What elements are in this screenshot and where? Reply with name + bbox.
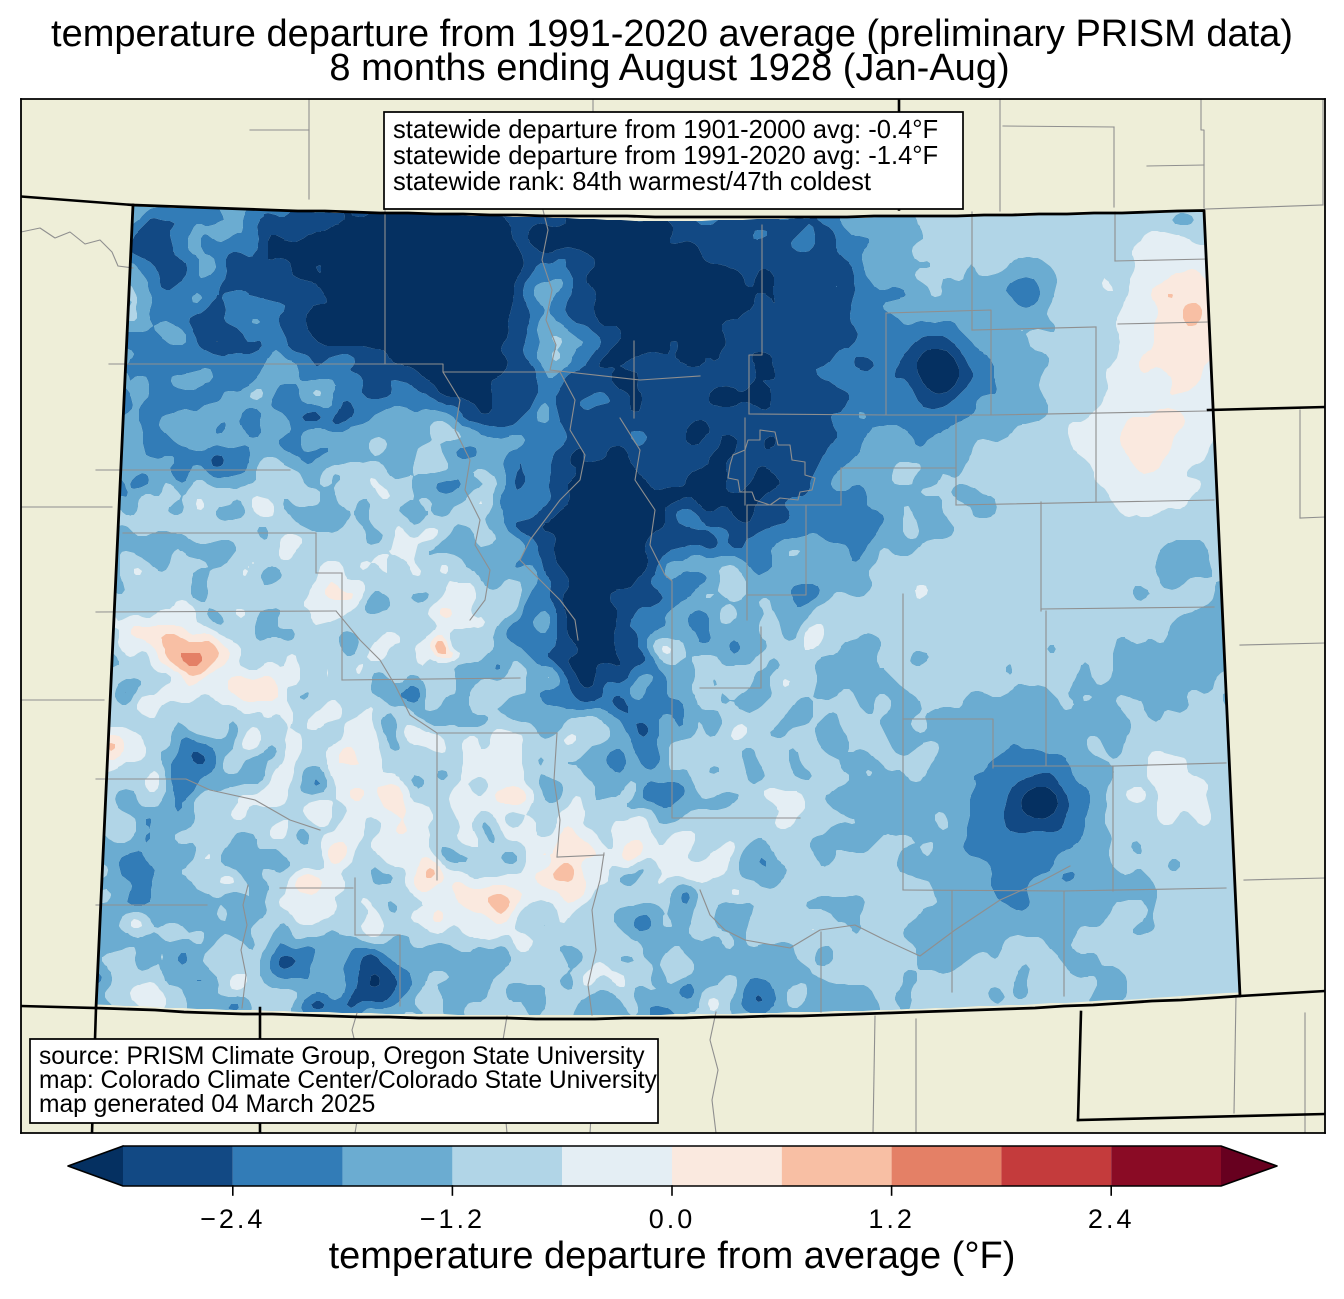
svg-text:2.4: 2.4 [1088,1204,1135,1234]
svg-text:temperature departure from ave: temperature departure from average (°F) [329,1235,1016,1277]
svg-text:1.2: 1.2 [868,1204,915,1234]
svg-text:0.0: 0.0 [649,1204,696,1234]
svg-text:source: PRISM Climate Group, O: source: PRISM Climate Group, Oregon Stat… [39,1043,645,1070]
svg-text:map generated 04 March 2025: map generated 04 March 2025 [39,1091,375,1118]
svg-text:temperature departure from 199: temperature departure from 1991-2020 ave… [51,13,1293,55]
svg-text:−2.4: −2.4 [200,1204,265,1234]
svg-text:statewide departure from 1901-: statewide departure from 1901-2000 avg: … [393,116,938,144]
svg-text:statewide rank: 84th warmest/4: statewide rank: 84th warmest/47th coldes… [393,168,871,196]
svg-text:8 months ending August 1928 (J: 8 months ending August 1928 (Jan-Aug) [329,47,1009,89]
svg-text:−1.2: −1.2 [420,1204,485,1234]
svg-text:map: Colorado Climate Center/C: map: Colorado Climate Center/Colorado St… [39,1067,658,1094]
svg-text:statewide departure from 1991-: statewide departure from 1991-2020 avg: … [393,142,938,170]
